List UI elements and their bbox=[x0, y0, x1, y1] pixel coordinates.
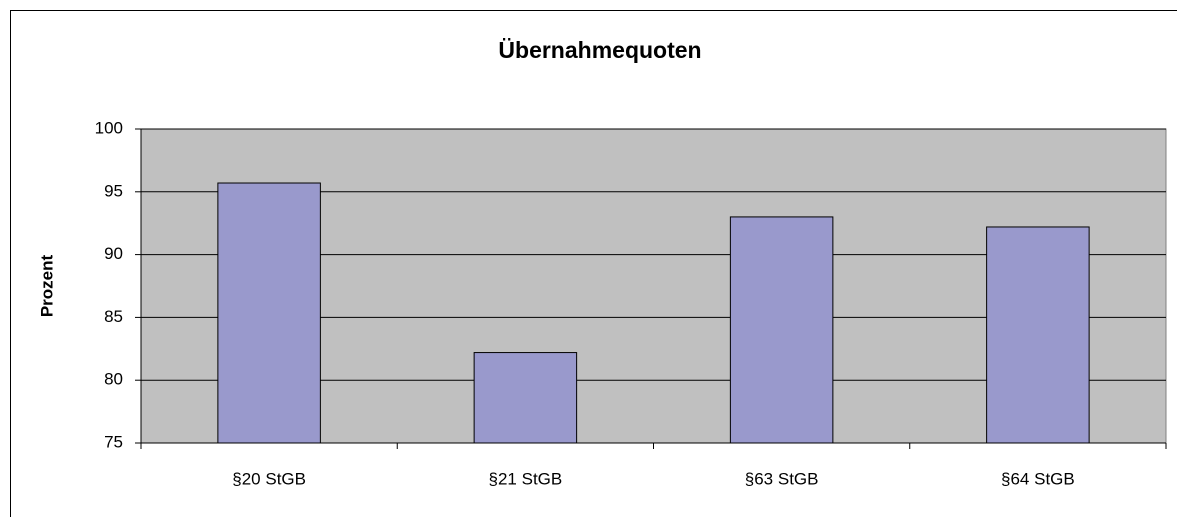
bar bbox=[473, 352, 578, 444]
x-tick-label: §64 StGB bbox=[1001, 469, 1075, 488]
bar bbox=[986, 226, 1090, 444]
bar bbox=[729, 216, 834, 444]
x-tick-label: §63 StGB bbox=[745, 469, 819, 488]
x-tick-label: §21 StGB bbox=[489, 469, 563, 488]
y-tick-label: 85 bbox=[104, 307, 123, 326]
y-tick-label: 80 bbox=[104, 370, 123, 389]
y-tick-label: 95 bbox=[104, 181, 123, 200]
x-tick-label: §20 StGB bbox=[232, 469, 306, 488]
y-tick-label: 100 bbox=[95, 118, 123, 137]
chart-title: Übernahmequoten bbox=[498, 37, 701, 63]
y-tick-label: 75 bbox=[104, 432, 123, 451]
y-tick-label: 90 bbox=[104, 244, 123, 263]
y-axis-label: Prozent bbox=[37, 254, 56, 317]
bar bbox=[217, 182, 321, 444]
